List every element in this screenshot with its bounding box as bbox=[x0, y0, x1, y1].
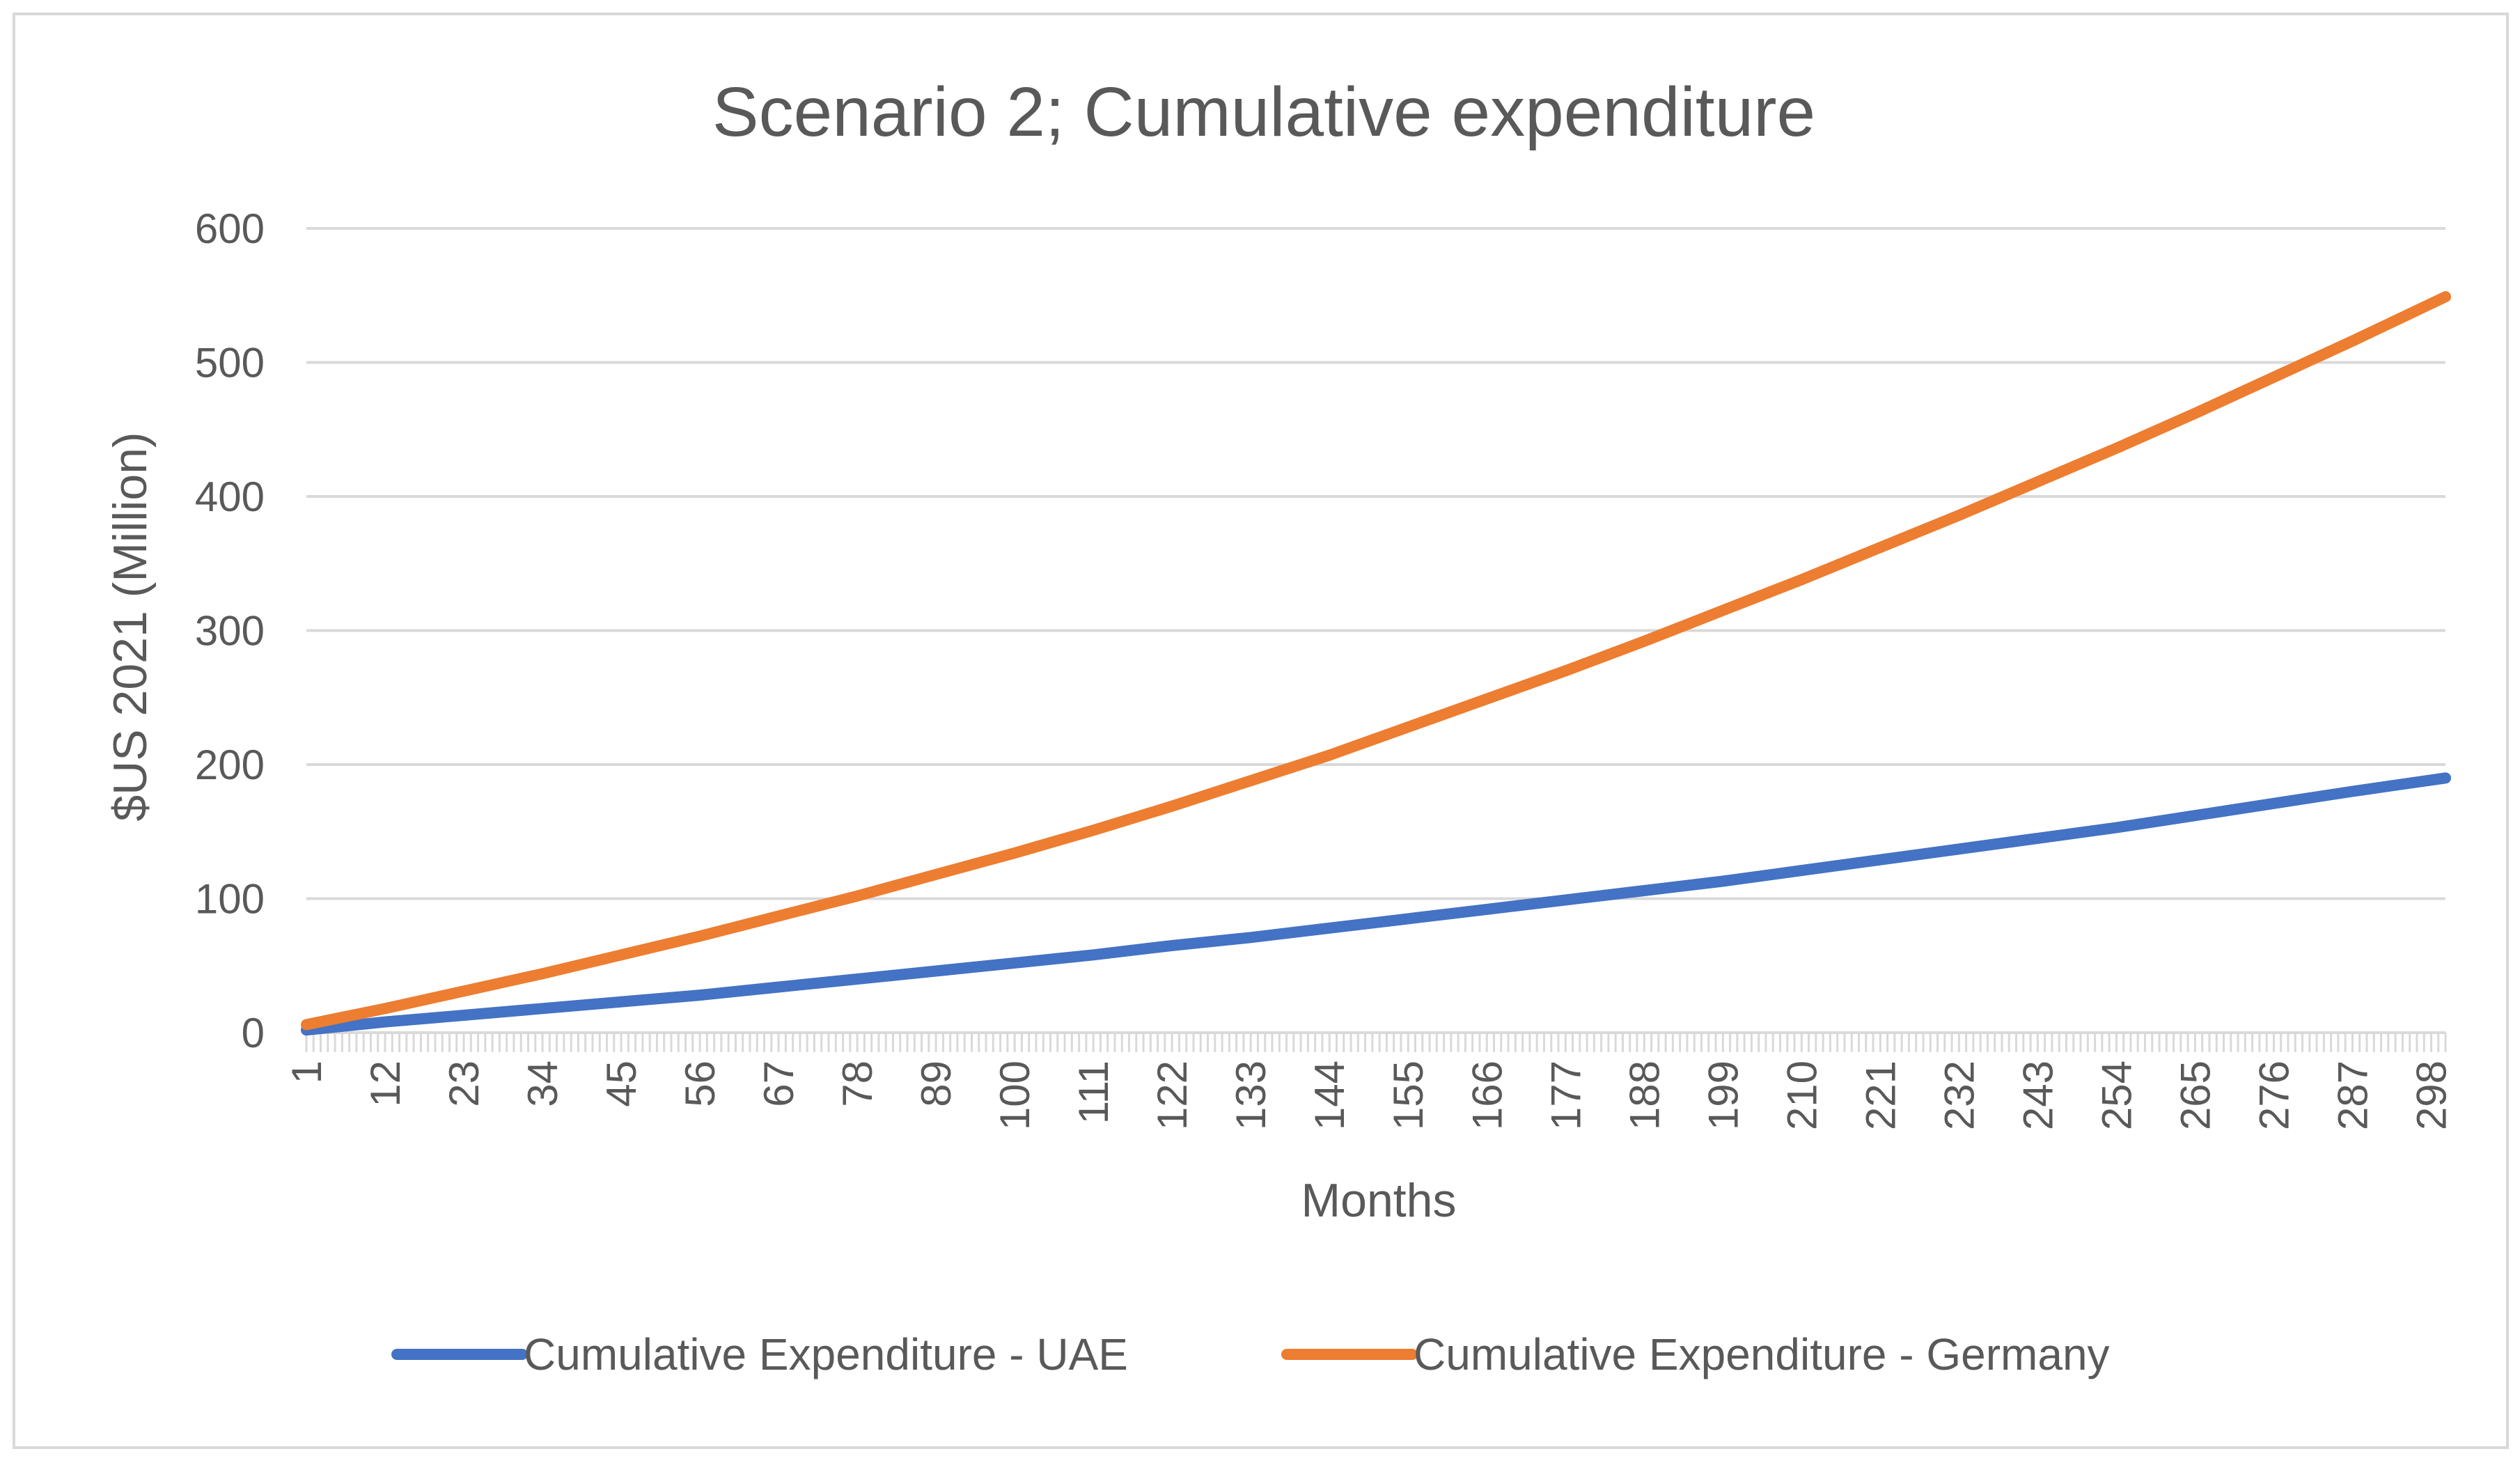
x-tick-label: 45 bbox=[598, 1061, 645, 1107]
x-tick-label: 177 bbox=[1542, 1061, 1589, 1130]
y-tick-label: 100 bbox=[195, 876, 265, 923]
y-tick-label: 200 bbox=[195, 742, 265, 788]
x-tick-label: 1 bbox=[283, 1061, 330, 1083]
x-tick-label: 232 bbox=[1936, 1061, 1982, 1130]
x-tick-label: 89 bbox=[913, 1061, 960, 1107]
chart-title: Scenario 2; Cumulative expenditure bbox=[712, 73, 1815, 151]
x-tick-label: 155 bbox=[1385, 1061, 1432, 1130]
x-tick-label: 23 bbox=[441, 1061, 487, 1107]
x-axis: 1 12 23 34 45 56 67 78 89 100 111 122 133 144 155 166 17… bbox=[283, 1031, 2455, 1130]
grid-layer bbox=[306, 227, 2445, 900]
x-tick-label: 199 bbox=[1700, 1061, 1746, 1130]
series-line-uae bbox=[301, 772, 2451, 1036]
x-tick-label: 144 bbox=[1306, 1061, 1353, 1130]
x-tick-label: 254 bbox=[2093, 1061, 2140, 1130]
x-tick-label: 188 bbox=[1621, 1061, 1668, 1130]
y-tick-label: 600 bbox=[195, 205, 265, 252]
x-tick-label: 67 bbox=[756, 1061, 802, 1107]
x-tick-label: 221 bbox=[1857, 1061, 1904, 1130]
x-tick-label: 287 bbox=[2329, 1061, 2376, 1130]
x-tick-label: 166 bbox=[1464, 1061, 1510, 1130]
x-tick-label: 12 bbox=[362, 1061, 409, 1107]
series-line-germany bbox=[301, 291, 2451, 1031]
x-tick-label: 78 bbox=[834, 1061, 881, 1107]
x-tick-label: 111 bbox=[1070, 1061, 1117, 1124]
x-tick-label: 56 bbox=[677, 1061, 723, 1107]
x-tick-label: 122 bbox=[1149, 1061, 1196, 1130]
legend: Cumulative Expenditure - UAE Cumulative E… bbox=[391, 1329, 2110, 1379]
series-layer bbox=[301, 291, 2451, 1036]
y-tick-label: 500 bbox=[195, 340, 265, 386]
x-tick-label: 276 bbox=[2251, 1061, 2297, 1130]
chart-frame bbox=[13, 13, 2509, 1449]
y-axis: 0 100 200 300 400 500 600 bbox=[195, 205, 265, 1056]
y-tick-label: 0 bbox=[242, 1010, 265, 1056]
x-tick-label: 298 bbox=[2408, 1061, 2455, 1130]
y-axis-title: $US 2021 (Million) bbox=[104, 432, 157, 821]
legend-label: Cumulative Expenditure - Germany bbox=[1414, 1329, 2110, 1379]
legend-label: Cumulative Expenditure - UAE bbox=[524, 1329, 1128, 1379]
x-tick-label: 265 bbox=[2172, 1061, 2218, 1130]
x-tick-label: 133 bbox=[1228, 1061, 1274, 1130]
x-tick-label: 100 bbox=[992, 1061, 1038, 1130]
x-tick-label: 243 bbox=[2014, 1061, 2061, 1130]
y-tick-label: 300 bbox=[195, 608, 265, 655]
x-tick-label: 34 bbox=[519, 1061, 566, 1107]
x-axis-title: Months bbox=[1301, 1174, 1457, 1227]
y-tick-label: 400 bbox=[195, 474, 265, 520]
x-tick-label: 210 bbox=[1778, 1061, 1825, 1130]
